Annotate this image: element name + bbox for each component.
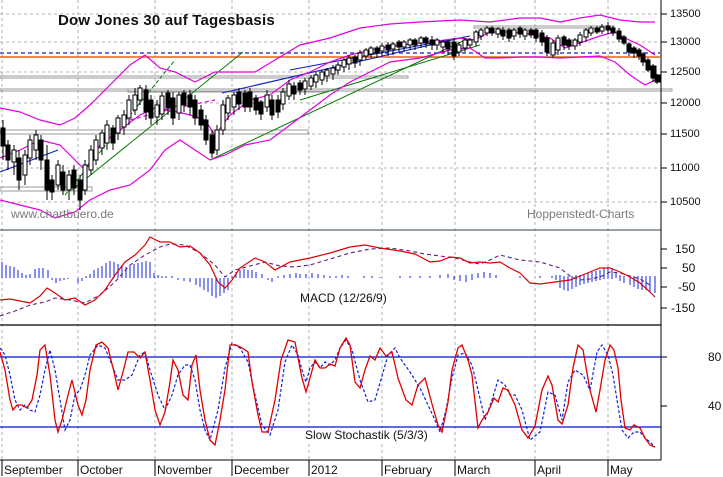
macd-tick-minus150: -150	[671, 301, 696, 315]
month-october: October	[80, 463, 123, 477]
macd-tick-50: 50	[682, 261, 696, 275]
month-november: November	[157, 463, 213, 477]
stoch-k-line	[0, 336, 656, 448]
price-tick-11000: 11000	[670, 162, 700, 174]
price-tick-13500: 13500	[670, 8, 701, 20]
price-tick-13000: 13000	[670, 36, 701, 48]
watermark-chartbuero: www.chartbuero.de	[11, 207, 114, 221]
price-tick-11500: 11500	[670, 128, 700, 140]
macd-histogram	[1, 261, 656, 298]
month-march: March	[457, 463, 491, 477]
candlesticks	[0, 22, 661, 210]
month-february: February	[384, 463, 433, 477]
month-december: December	[234, 463, 290, 477]
month-april: April	[537, 463, 562, 477]
macd-tick-minus50: -50	[678, 280, 696, 294]
price-tick-12500: 12500	[670, 66, 701, 78]
macd-tick-150: 150	[675, 242, 696, 256]
stoch-tick-40: 40	[708, 399, 722, 413]
right-axis-ticks	[661, 13, 667, 407]
chart-title: Dow Jones 30 auf Tagesbasis	[58, 12, 275, 29]
macd-line	[0, 236, 656, 306]
watermark-hoppenstedt: Hoppenstedt-Charts	[527, 207, 635, 221]
date-axis-ticks	[1, 460, 609, 476]
month-2012: 2012	[311, 463, 338, 477]
stoch-tick-80: 80	[708, 350, 722, 364]
month-may: May	[610, 463, 633, 477]
price-grid	[0, 13, 660, 203]
month-september: September	[4, 463, 63, 477]
macd-label: MACD (12/26/9)	[298, 291, 389, 305]
price-tick-12000: 12000	[670, 97, 701, 109]
price-tick-10500: 10500	[670, 196, 701, 208]
stoch-label: Slow Stochastik (5/3/3)	[303, 428, 430, 442]
